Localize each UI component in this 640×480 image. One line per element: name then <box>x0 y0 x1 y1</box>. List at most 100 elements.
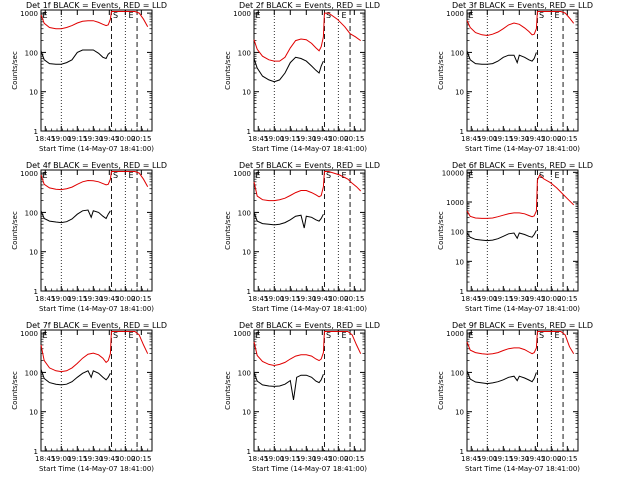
y-tick-label: 10 <box>455 409 464 417</box>
x-tick-label: 19:00 <box>264 135 284 143</box>
x-tick-label: 19:45 <box>99 455 119 463</box>
y-tick-label: 100 <box>451 49 464 57</box>
y-tick-label: 1 <box>34 448 38 456</box>
marker-label: E <box>256 331 261 340</box>
x-tick-label: 19:45 <box>312 295 332 303</box>
x-axis-label: Start Time (14-May-07 18:41:00) <box>252 465 367 473</box>
y-tick-label: 1 <box>460 288 464 296</box>
y-axis-label: Counts/sec <box>11 371 19 410</box>
x-tick-label: 19:45 <box>99 295 119 303</box>
x-tick-label: 20:15 <box>344 455 364 463</box>
y-tick-label: 100 <box>451 369 464 377</box>
y-tick-label: 100 <box>25 369 38 377</box>
x-axis-label: Start Time (14-May-07 18:41:00) <box>465 145 580 153</box>
y-tick-label: 1000 <box>20 330 38 338</box>
plot-frame <box>40 329 153 452</box>
y-tick-label: 1 <box>247 448 251 456</box>
x-tick-label: 19:00 <box>477 135 497 143</box>
series-events-line <box>253 212 324 229</box>
x-tick-label: 20:15 <box>131 455 151 463</box>
marker-label: E <box>469 171 474 180</box>
x-tick-label: 19:00 <box>264 455 284 463</box>
x-axis-label: Start Time (14-May-07 18:41:00) <box>39 145 154 153</box>
x-axis-label: Start Time (14-May-07 18:41:00) <box>252 145 367 153</box>
x-axis-label: Start Time (14-May-07 18:41:00) <box>465 305 580 313</box>
x-tick-label: 19:45 <box>99 135 119 143</box>
y-axis-label: Counts/sec <box>437 51 445 90</box>
x-tick-label: 19:15 <box>67 455 87 463</box>
x-tick-label: 20:15 <box>131 295 151 303</box>
x-tick-label: 20:00 <box>541 455 561 463</box>
y-tick-label: 1 <box>460 128 464 136</box>
panel-title: Det 6f BLACK = Events, RED = LLD <box>452 161 593 170</box>
marker-label: S <box>113 331 118 340</box>
y-axis-label: Counts/sec <box>224 371 232 410</box>
plot-frame <box>466 169 579 292</box>
y-tick-label: 10 <box>29 249 38 257</box>
y-tick-label: 10 <box>455 89 464 97</box>
y-tick-label: 1000 <box>233 330 251 338</box>
x-tick-label: 19:00 <box>51 455 71 463</box>
x-tick-label: 20:15 <box>557 455 577 463</box>
series-lld-line <box>40 331 149 373</box>
series-events-line <box>40 369 111 386</box>
x-tick-label: 19:30 <box>83 455 103 463</box>
y-axis-label: Counts/sec <box>224 51 232 90</box>
plot-frame <box>253 329 366 452</box>
y-tick-label: 1 <box>34 128 38 136</box>
plot-frame <box>253 9 366 132</box>
panel-title: Det 8f BLACK = Events, RED = LLD <box>239 321 380 330</box>
series-events-line <box>40 209 111 224</box>
marker-label: S <box>326 171 331 180</box>
x-tick-label: 19:15 <box>280 135 300 143</box>
x-tick-label: 20:00 <box>541 135 561 143</box>
y-tick-label: 100 <box>238 49 251 57</box>
panel-title: Det 4f BLACK = Events, RED = LLD <box>26 161 167 170</box>
panel-title: Det 2f BLACK = Events, RED = LLD <box>239 1 380 10</box>
series-events-line <box>253 372 324 400</box>
x-tick-label: 19:30 <box>83 295 103 303</box>
x-tick-label: 18:45 <box>248 455 268 463</box>
x-tick-label: 20:15 <box>344 295 364 303</box>
x-tick-label: 19:15 <box>493 135 513 143</box>
y-tick-label: 1000 <box>20 170 38 178</box>
x-tick-label: 19:30 <box>296 295 316 303</box>
marker-label: E <box>256 11 261 20</box>
series-lld-line <box>466 331 575 355</box>
y-tick-label: 1 <box>460 448 464 456</box>
x-tick-label: 20:00 <box>115 135 135 143</box>
marker-label: E <box>341 171 346 180</box>
y-tick-label: 1 <box>34 288 38 296</box>
x-tick-label: 19:30 <box>509 295 529 303</box>
series-events-line <box>466 230 537 242</box>
x-tick-label: 20:15 <box>131 135 151 143</box>
y-tick-label: 1000 <box>20 10 38 18</box>
x-tick-label: 20:00 <box>115 295 135 303</box>
x-tick-label: 19:15 <box>280 295 300 303</box>
y-tick-label: 10 <box>455 258 464 266</box>
series-lld-line <box>466 174 575 219</box>
x-tick-label: 19:45 <box>525 295 545 303</box>
marker-label: E <box>554 11 559 20</box>
x-tick-label: 20:15 <box>557 135 577 143</box>
y-tick-label: 100 <box>25 49 38 57</box>
marker-label: E <box>128 171 133 180</box>
series-lld-line <box>40 11 149 30</box>
plot-frame <box>253 169 366 292</box>
plot-frame <box>466 329 579 452</box>
y-tick-label: 1 <box>247 128 251 136</box>
marker-label: E <box>128 11 133 20</box>
marker-label: E <box>43 331 48 340</box>
y-tick-label: 1 <box>247 288 251 296</box>
x-tick-label: 19:00 <box>477 295 497 303</box>
y-axis-label: Counts/sec <box>224 211 232 250</box>
x-tick-label: 19:30 <box>296 135 316 143</box>
marker-label: E <box>43 11 48 20</box>
marker-label: E <box>469 11 474 20</box>
x-tick-label: 19:30 <box>83 135 103 143</box>
x-tick-label: 18:45 <box>35 295 55 303</box>
marker-label: S <box>113 11 118 20</box>
